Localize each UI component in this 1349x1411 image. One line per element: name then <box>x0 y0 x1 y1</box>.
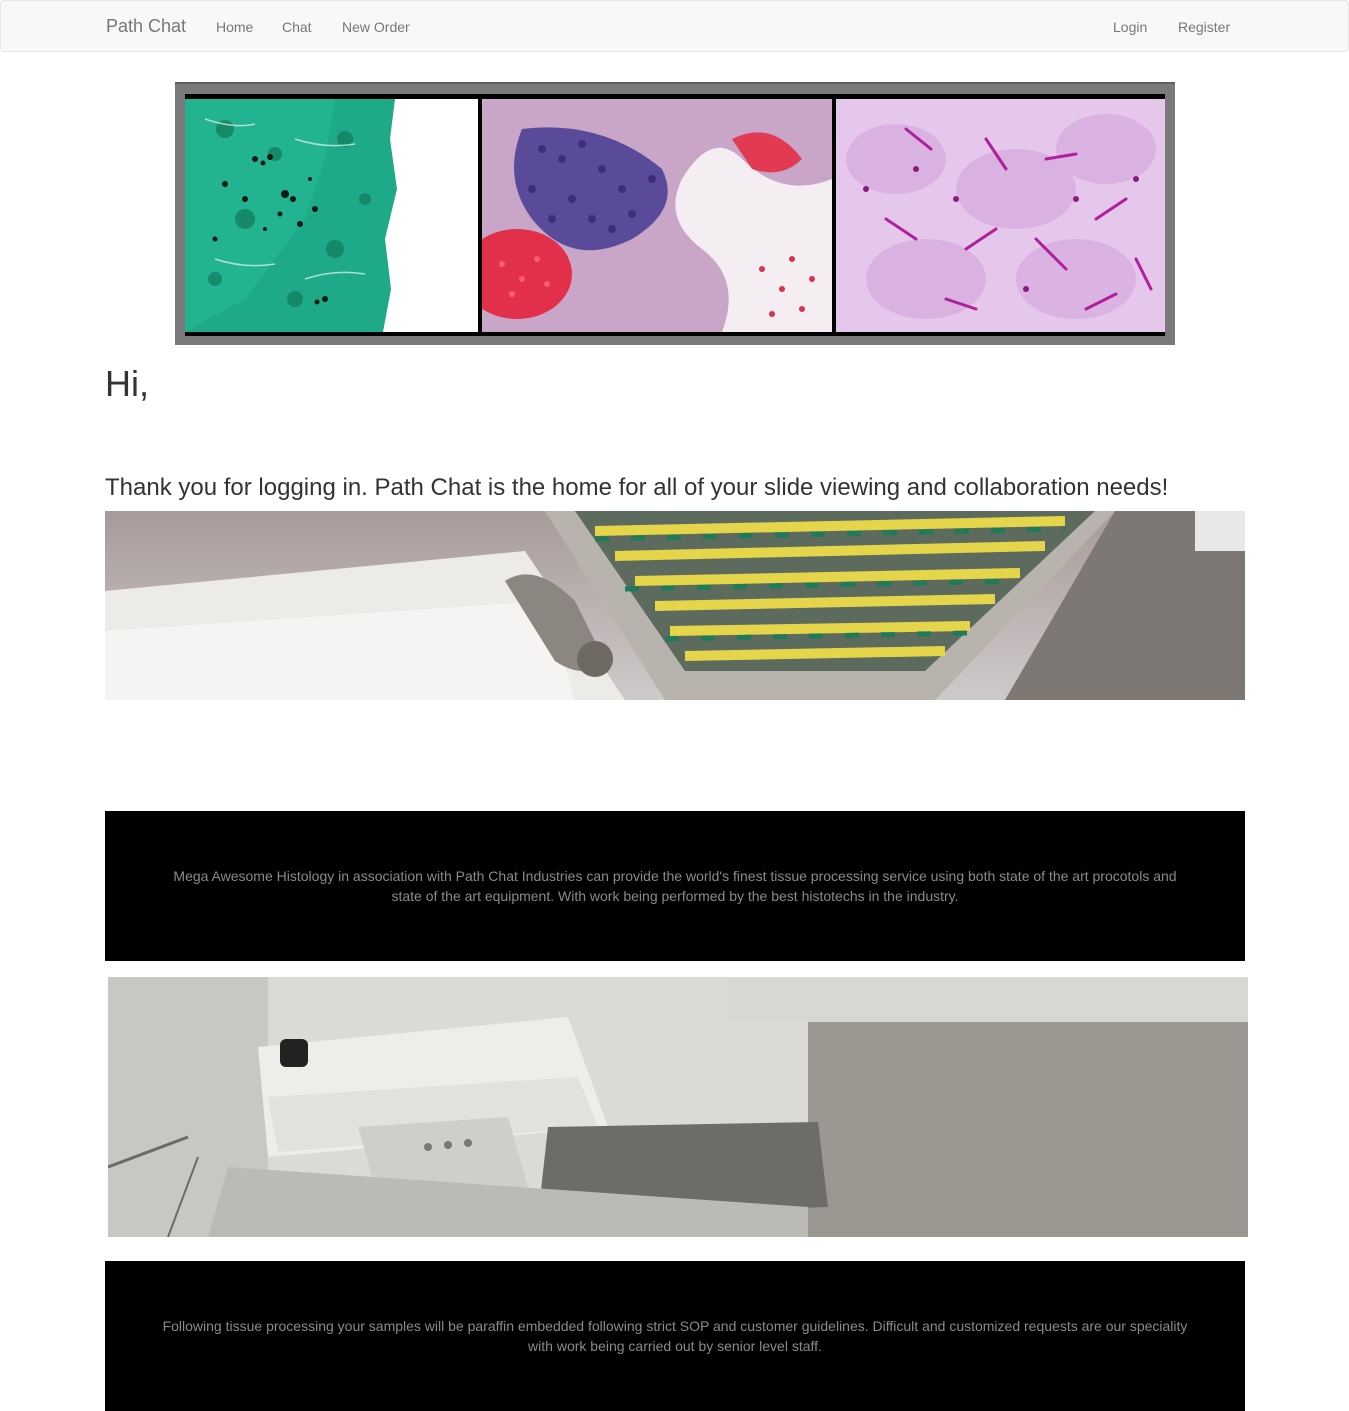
welcome-message: Thank you for logging in. Path Chat is t… <box>105 474 1169 501</box>
nav-chat-link[interactable]: Chat <box>282 19 312 35</box>
processing-info-block: Mega Awesome Histology in association wi… <box>105 811 1245 961</box>
brand-link[interactable]: Path Chat <box>106 16 187 36</box>
nav-home-link[interactable]: Home <box>216 19 254 35</box>
processing-info-text: Mega Awesome Histology in association wi… <box>173 868 1177 904</box>
tissue-processor-basket-photo <box>105 511 1245 700</box>
top-navbar: Path Chat Home Chat New Order Login Regi… <box>0 0 1349 52</box>
embedding-info-block: Following tissue processing your samples… <box>105 1261 1245 1411</box>
h-and-e-lung-tissue-image <box>482 99 832 332</box>
nav-new-order-link[interactable]: New Order <box>342 19 410 35</box>
nav-login-link[interactable]: Login <box>1113 19 1148 35</box>
greeting-heading: Hi, <box>105 363 149 404</box>
tissue-banner <box>175 82 1175 345</box>
green-stained-tissue-image <box>185 99 478 332</box>
embedding-info-text: Following tissue processing your samples… <box>162 1318 1188 1354</box>
nav-register-link[interactable]: Register <box>1178 19 1231 35</box>
banner-frame <box>185 94 1165 336</box>
pink-stained-tissue-image <box>836 99 1165 332</box>
embedding-station-photo <box>108 977 1248 1237</box>
